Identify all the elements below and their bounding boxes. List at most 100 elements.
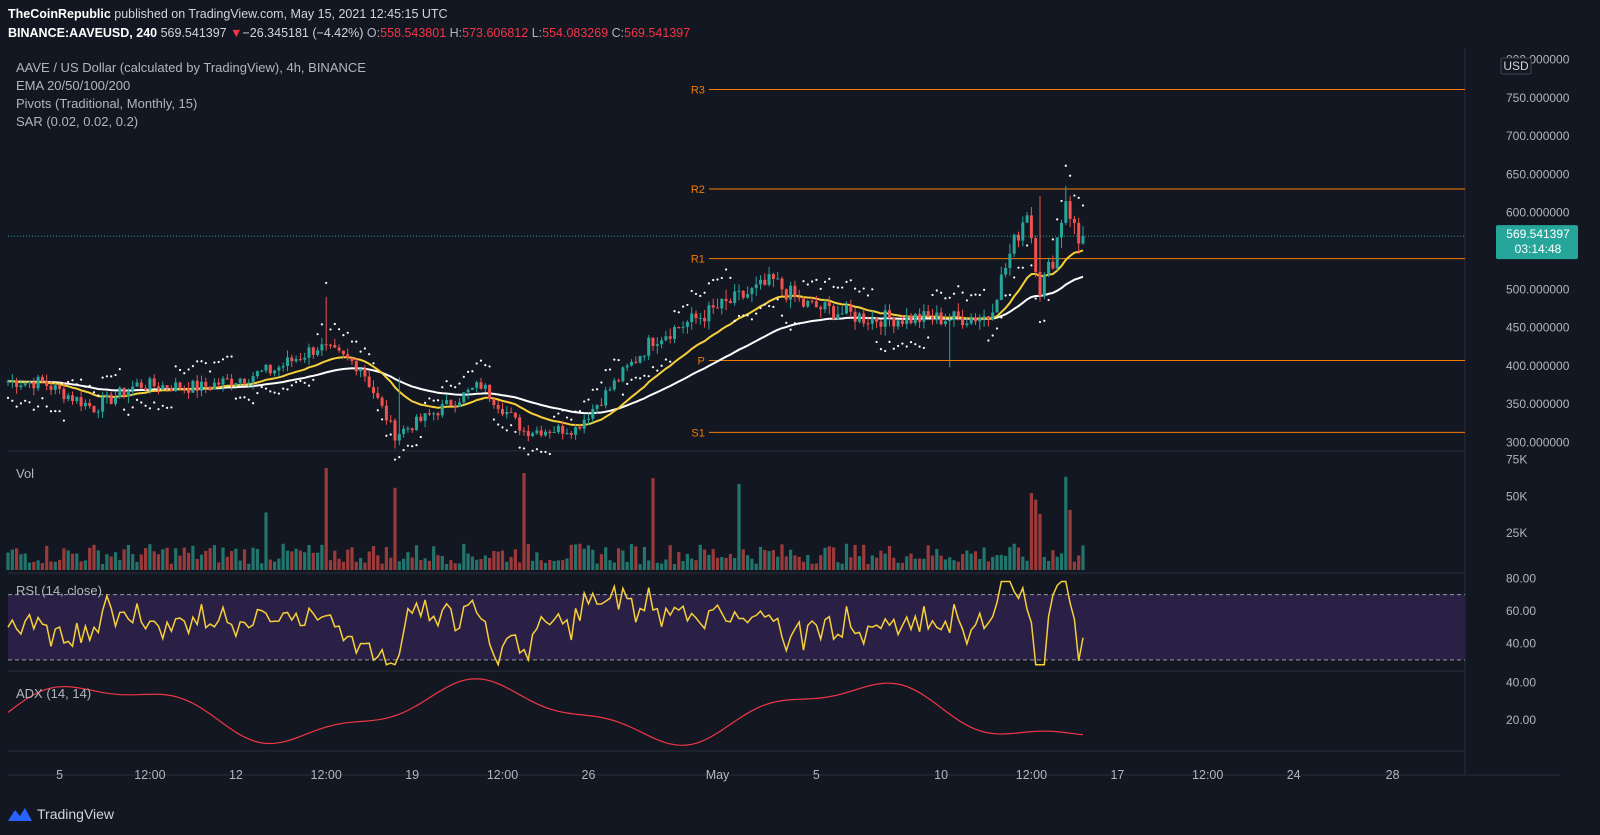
candle-body	[638, 356, 642, 363]
sar-dot	[1081, 204, 1085, 207]
volume-bar	[892, 557, 896, 570]
candle-body	[707, 305, 711, 322]
sar-dot	[854, 287, 857, 290]
candle-body	[1051, 261, 1055, 269]
tradingview-icon	[8, 808, 32, 821]
sar-dot	[368, 353, 371, 356]
main-legend-title[interactable]: AAVE / US Dollar (calculated by TradingV…	[16, 60, 366, 75]
candle-body	[1068, 201, 1072, 219]
sar-dot	[148, 407, 151, 410]
low-value: 554.083269	[542, 26, 609, 40]
candle-body	[866, 323, 870, 325]
volume-bar	[651, 478, 655, 570]
volume-bar	[965, 550, 969, 570]
volume-bar	[875, 557, 879, 570]
sar-dot	[1026, 244, 1029, 247]
volume-bar	[535, 552, 539, 570]
candle-body	[350, 357, 354, 362]
sar-dot	[729, 276, 732, 279]
candle-body	[604, 390, 608, 406]
volume-bar	[999, 554, 1003, 570]
sar-dot	[338, 328, 341, 331]
candle-body	[298, 359, 302, 361]
pivot-label-r1: R1	[691, 254, 705, 266]
close-value: 569.541397	[624, 26, 691, 40]
volume-bar	[681, 561, 685, 570]
volume-bar	[79, 561, 83, 570]
volume-bar	[328, 560, 333, 570]
candle-body	[789, 285, 793, 300]
ema-legend[interactable]: EMA 20/50/100/200	[16, 78, 131, 93]
candle-body	[539, 430, 543, 436]
sar-dot	[849, 279, 852, 282]
rsi-legend[interactable]: RSI (14, close)	[16, 583, 102, 598]
volume-bar	[268, 559, 272, 570]
sar-dot	[329, 328, 332, 331]
candle-body	[832, 306, 836, 320]
candle-body	[948, 319, 952, 322]
sar-dot	[419, 435, 422, 439]
candle-body	[802, 298, 805, 307]
volume-bar	[900, 562, 904, 570]
sar-dot	[553, 415, 556, 418]
candle-body	[582, 419, 586, 429]
volume-bar	[466, 553, 470, 570]
candle-body	[685, 321, 689, 327]
volume-bar	[488, 557, 492, 570]
publisher-name[interactable]: TheCoinRepublic	[8, 7, 111, 21]
pivots-legend[interactable]: Pivots (Traditional, Monthly, 15)	[16, 96, 198, 111]
sar-dot	[1000, 316, 1003, 319]
volume-bar	[707, 554, 711, 570]
candle-body	[513, 412, 517, 418]
candle-body	[251, 376, 255, 383]
volume-bar	[595, 563, 599, 570]
candle-body	[212, 382, 216, 389]
candle-body	[225, 378, 229, 380]
candle-body	[49, 386, 53, 390]
sar-dot	[871, 288, 874, 291]
volume-bar	[969, 553, 973, 570]
volume-bar	[101, 564, 105, 570]
vol-legend[interactable]: Vol	[16, 466, 35, 481]
candle-body	[126, 390, 130, 397]
volume-bar	[483, 555, 487, 570]
sar-dot	[157, 408, 160, 411]
sar-dot	[1017, 266, 1020, 269]
volume-bar	[1072, 561, 1076, 570]
volume-bar	[341, 561, 345, 570]
volume-bar	[62, 548, 66, 570]
candle-body	[660, 340, 664, 345]
candle-body	[96, 411, 100, 413]
sar-dot	[544, 450, 547, 454]
volume-bar	[462, 543, 466, 570]
volume-bar	[113, 552, 118, 570]
candle-body	[152, 378, 156, 387]
candle-body	[733, 291, 737, 303]
volume-bar	[1034, 499, 1038, 570]
sar-dot	[1056, 218, 1059, 221]
candle-body	[1017, 234, 1020, 241]
sar-dot	[522, 447, 526, 450]
volume-bar	[604, 547, 608, 570]
candle-body	[165, 385, 169, 389]
tradingview-logo[interactable]: TradingView	[8, 806, 114, 822]
volume-bar	[346, 549, 350, 570]
symbol-label[interactable]: BINANCE:AAVEUSD, 240	[8, 26, 158, 40]
volume-bar	[711, 549, 715, 570]
sar-dot	[432, 399, 435, 402]
sar-legend[interactable]: SAR (0.02, 0.02, 0.2)	[16, 114, 139, 129]
sar-dot	[557, 412, 560, 415]
sar-dot	[600, 381, 603, 384]
change-value: −26.345181 (−4.42%)	[242, 26, 364, 40]
volume-bar	[380, 563, 384, 570]
sar-dot	[247, 398, 250, 401]
candle-body	[505, 412, 509, 415]
volume-bar	[496, 551, 500, 570]
sar-dot	[935, 289, 938, 292]
volume-bar	[406, 552, 410, 570]
adx-legend[interactable]: ADX (14, 14)	[16, 686, 92, 701]
candle-body	[320, 344, 324, 351]
volume-bar	[518, 562, 522, 570]
volume-bar	[423, 558, 427, 570]
